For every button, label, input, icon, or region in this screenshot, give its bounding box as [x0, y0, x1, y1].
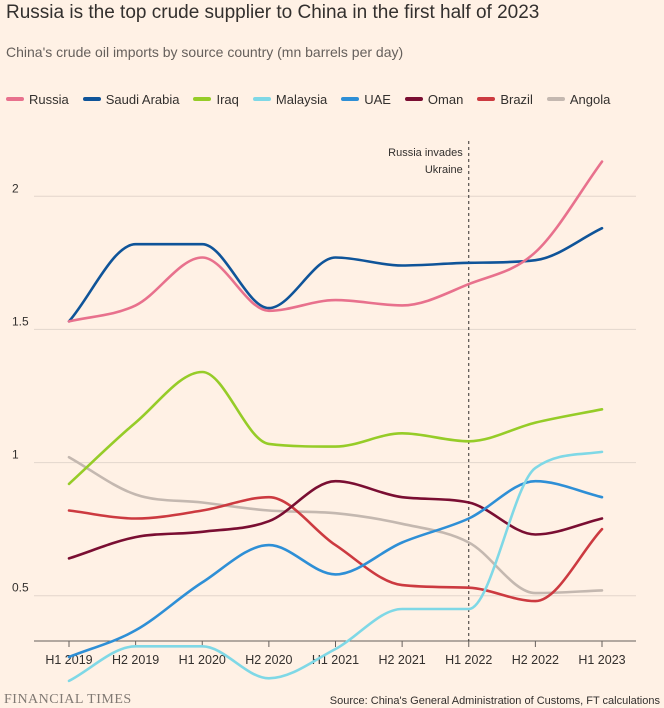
y-tick-label: 0.5	[12, 581, 29, 595]
legend-label: Saudi Arabia	[105, 91, 180, 107]
ft-logo: FINANCIAL TIMES	[4, 692, 132, 707]
annotation-text: Russia invades	[388, 147, 463, 159]
chart-legend: Russia Saudi Arabia Iraq Malaysia UAE Oman Bra…	[6, 90, 610, 108]
x-tick-label: H1 2023	[578, 653, 625, 667]
series-line-oman	[67, 479, 604, 560]
legend-label: Oman	[427, 91, 464, 107]
x-tick-label: H2 2019	[112, 653, 159, 667]
legend-item-angola: Angola	[546, 91, 611, 107]
legend-item-malaysia: Malaysia	[252, 91, 328, 107]
legend-swatch	[252, 97, 271, 101]
legend-swatch	[193, 97, 212, 101]
x-tick-label: H1 2021	[312, 653, 359, 667]
series-line-iraq	[67, 370, 604, 486]
series-line-russia	[67, 160, 604, 323]
y-tick-label: 1.5	[12, 314, 29, 328]
legend-item-saudi-arabia: Saudi Arabia	[82, 91, 180, 107]
legend-swatch	[6, 97, 24, 101]
y-tick-label: 2	[12, 181, 19, 195]
series-line-saudi-arabia	[67, 226, 604, 323]
legend-swatch	[82, 97, 101, 101]
legend-item-uae: UAE	[341, 92, 391, 107]
annotation-text: Ukraine	[425, 164, 463, 176]
legend-swatch	[546, 97, 565, 101]
legend-item-brazil: Brazil	[477, 92, 533, 107]
legend-label: Malaysia	[275, 91, 328, 107]
y-tick-label: 1	[12, 448, 19, 462]
legend-item-iraq: Iraq	[193, 91, 239, 107]
series-line-uae	[67, 479, 604, 659]
x-tick-label: H1 2019	[45, 653, 92, 667]
series-line-angola	[67, 455, 604, 595]
legend-label: Brazil	[500, 91, 533, 107]
source-note: Source: China's General Administration o…	[329, 695, 660, 707]
legend-swatch	[477, 97, 496, 101]
legend-swatch	[341, 97, 360, 101]
legend-label: UAE	[364, 91, 391, 107]
series-line-malaysia	[67, 450, 604, 683]
legend-swatch	[404, 97, 423, 101]
chart-subtitle: China's crude oil imports by source coun…	[6, 44, 404, 60]
chart-title: Russia is the top crude supplier to Chin…	[6, 2, 540, 23]
x-tick-label: H1 2022	[445, 653, 492, 667]
x-tick-label: H2 2022	[512, 653, 559, 667]
x-tick-label: H2 2020	[245, 653, 292, 667]
x-tick-label: H1 2020	[179, 653, 226, 667]
legend-label: Iraq	[216, 91, 239, 107]
series-line-brazil	[67, 495, 604, 603]
legend-item-russia: Russia	[6, 92, 69, 107]
legend-label: Russia	[29, 91, 69, 107]
legend-item-oman: Oman	[404, 91, 464, 107]
legend-label: Angola	[569, 91, 611, 107]
x-tick-label: H2 2021	[378, 653, 425, 667]
